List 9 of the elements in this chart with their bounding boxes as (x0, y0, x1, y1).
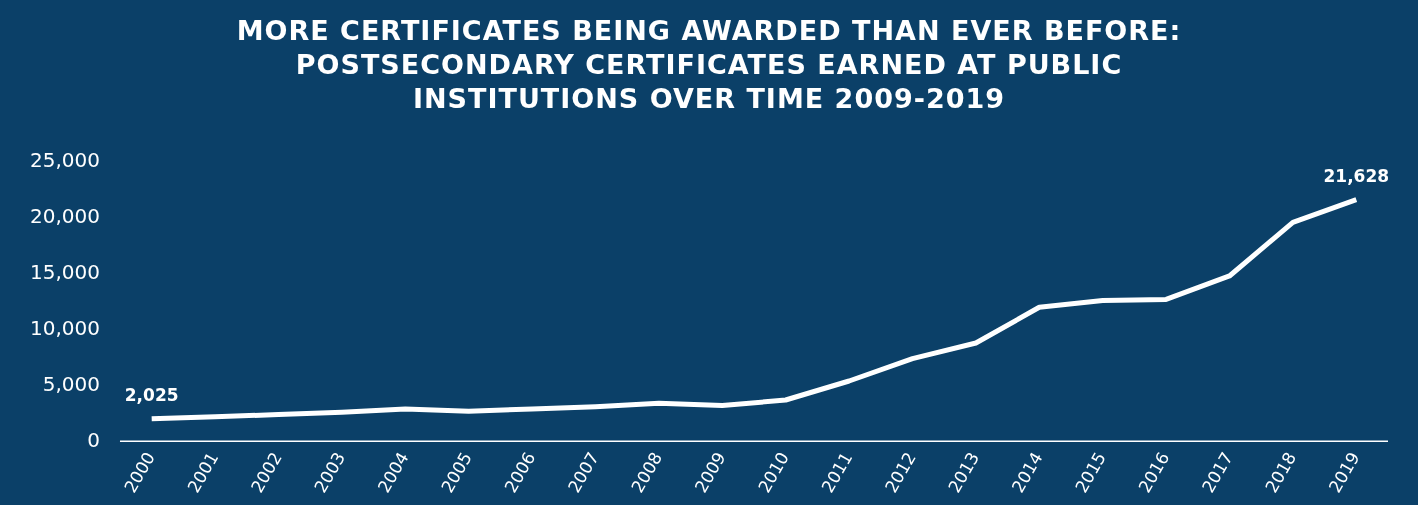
y-tick-label: 5,000 (42, 371, 100, 396)
chart-title: MORE CERTIFICATES BEING AWARDED THAN EVER BEFORE: POSTSECONDARY CERTIFICATES EARNED AT PUBLIC INSTITUTIONS OVER TIME 2009-2019 (235, 14, 1183, 116)
y-tick-label: 15,000 (30, 259, 100, 284)
data-label: 21,628 (1323, 165, 1390, 186)
y-tick-label: 0 (87, 427, 100, 452)
y-tick-label: 25,000 (30, 148, 100, 173)
y-tick-label: 10,000 (30, 315, 100, 340)
y-tick-label: 20,000 (30, 204, 100, 229)
data-label: 2,025 (124, 384, 179, 405)
